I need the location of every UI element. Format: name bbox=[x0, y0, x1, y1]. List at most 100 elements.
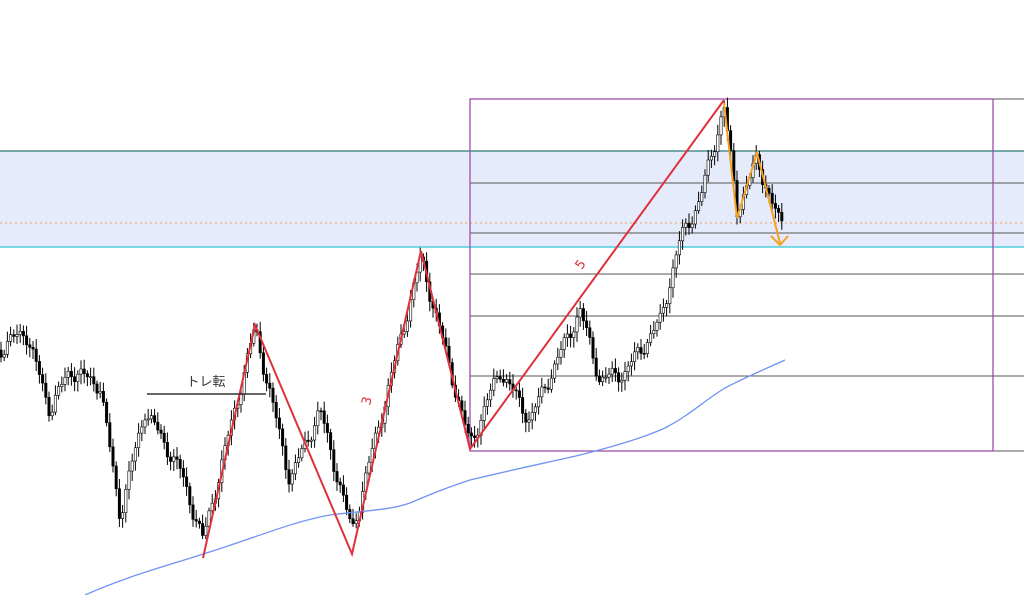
candle-body bbox=[191, 504, 195, 520]
candle-body bbox=[137, 432, 141, 449]
candle-body bbox=[284, 445, 288, 470]
candle-body bbox=[578, 308, 582, 318]
candle-body bbox=[153, 415, 157, 423]
candle-body bbox=[495, 376, 499, 379]
candle-body bbox=[543, 386, 547, 389]
candle-body bbox=[585, 320, 589, 329]
candle-body bbox=[658, 312, 662, 323]
zone-band bbox=[0, 151, 1024, 247]
candle-body bbox=[197, 520, 201, 524]
candle-body bbox=[665, 303, 669, 308]
candle-body bbox=[367, 461, 371, 474]
candle-body bbox=[767, 187, 771, 194]
candle-body bbox=[21, 331, 25, 337]
candle-body bbox=[351, 518, 355, 525]
candle-body bbox=[645, 342, 649, 354]
candle-body bbox=[207, 510, 211, 527]
candle-body bbox=[73, 376, 77, 382]
candle-body bbox=[53, 394, 57, 413]
candle-body bbox=[716, 134, 720, 153]
candle-body bbox=[492, 378, 496, 391]
candle-body bbox=[773, 203, 777, 209]
candle-body bbox=[732, 150, 736, 181]
candle-body bbox=[671, 267, 675, 289]
candle-body bbox=[559, 349, 563, 358]
candle-body bbox=[300, 448, 304, 459]
candle-body bbox=[626, 365, 630, 372]
candle-body bbox=[105, 401, 109, 423]
candle-body bbox=[613, 368, 617, 374]
candle-body bbox=[661, 307, 665, 314]
candle-body bbox=[690, 223, 694, 228]
candle-body bbox=[143, 419, 147, 428]
candle-body bbox=[133, 447, 137, 462]
candle-body bbox=[108, 422, 112, 448]
candle-body bbox=[591, 337, 595, 359]
candle-body bbox=[66, 371, 70, 378]
candle-body bbox=[498, 376, 502, 380]
candle-body bbox=[194, 519, 198, 522]
candle-body bbox=[162, 432, 166, 443]
candle-body bbox=[338, 481, 342, 486]
candle-body bbox=[703, 174, 707, 193]
candle-body bbox=[677, 240, 681, 256]
candle-body bbox=[293, 462, 297, 475]
candle-body bbox=[31, 347, 35, 350]
candle-body bbox=[274, 402, 278, 419]
candle-body bbox=[549, 377, 553, 390]
candle-body bbox=[617, 372, 621, 383]
candle-body bbox=[92, 376, 96, 385]
candle-body bbox=[581, 308, 585, 322]
candle-body bbox=[354, 520, 358, 525]
candle-body bbox=[325, 423, 329, 433]
candle-body bbox=[316, 410, 320, 427]
candle-body bbox=[687, 222, 691, 228]
reversal-label: トレ転 bbox=[186, 375, 225, 390]
candle-body bbox=[569, 333, 573, 338]
candle-body bbox=[575, 316, 579, 333]
candle-body bbox=[178, 459, 182, 469]
candle-body bbox=[335, 471, 339, 483]
candle-body bbox=[268, 382, 272, 389]
candle-body bbox=[348, 509, 352, 520]
candle-body bbox=[261, 352, 265, 375]
candle-body bbox=[82, 368, 86, 374]
candle-body bbox=[655, 321, 659, 331]
candle-body bbox=[466, 424, 470, 434]
candle-body bbox=[629, 361, 633, 367]
candle-body bbox=[709, 156, 713, 161]
candle-body bbox=[287, 469, 291, 485]
candle-body bbox=[533, 406, 537, 413]
candle-body bbox=[719, 116, 723, 136]
candle-body bbox=[114, 465, 118, 490]
candle-body bbox=[297, 457, 301, 463]
candle-body bbox=[111, 446, 115, 467]
candle-body bbox=[130, 460, 134, 472]
candle-body bbox=[329, 432, 333, 451]
candle-body bbox=[668, 287, 672, 304]
moving-average bbox=[84, 359, 786, 595]
candle-body bbox=[188, 486, 192, 506]
candle-body bbox=[319, 410, 323, 413]
candle-body bbox=[101, 391, 105, 403]
candle-body bbox=[201, 523, 205, 536]
candle-body bbox=[517, 390, 521, 398]
candle-body bbox=[37, 361, 41, 375]
candle-body bbox=[175, 456, 179, 460]
candle-body bbox=[636, 347, 640, 353]
candle-body bbox=[12, 334, 16, 337]
candle-body bbox=[610, 368, 614, 375]
candle-body bbox=[642, 353, 646, 355]
candle-body bbox=[524, 412, 528, 423]
candle-body bbox=[306, 439, 310, 442]
candle-body bbox=[681, 227, 685, 242]
candle-body bbox=[309, 439, 313, 442]
candle-body bbox=[514, 389, 518, 392]
candle-body bbox=[623, 371, 627, 381]
candle-body bbox=[79, 368, 83, 375]
candle-body bbox=[527, 419, 531, 423]
candle-body bbox=[521, 397, 525, 414]
correction-lines bbox=[723, 102, 781, 244]
candle-body bbox=[546, 387, 550, 390]
candle-body bbox=[290, 473, 294, 485]
